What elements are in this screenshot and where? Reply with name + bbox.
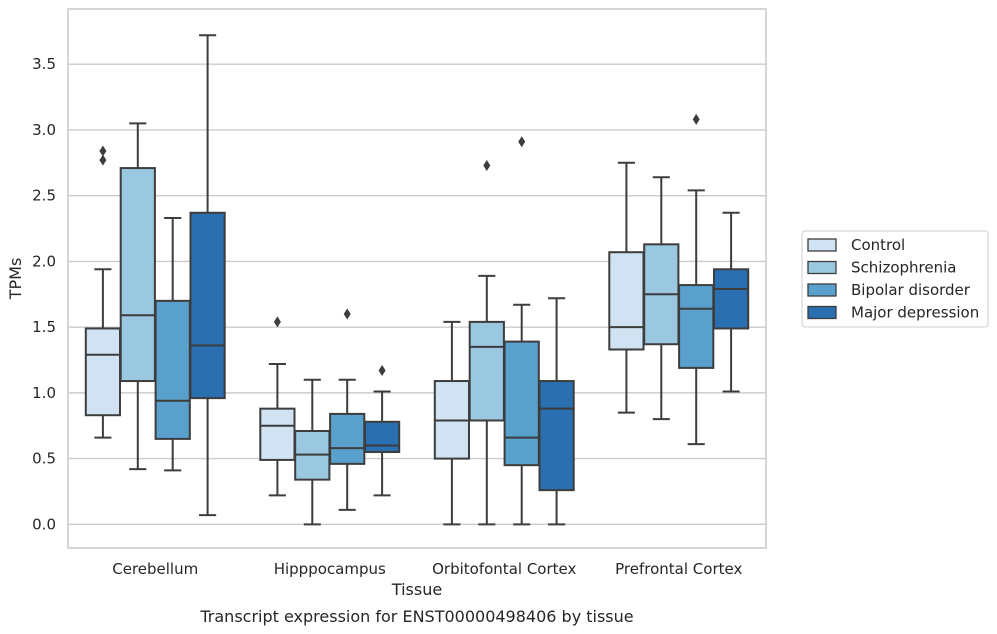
box-schizophrenia [468,159,505,526]
x-tick-label: Hipppocampus [274,560,386,578]
iqr-box [259,407,296,461]
outlier-point [378,365,386,377]
box-schizophrenia [119,122,156,471]
iqr-box [468,320,505,422]
outlier-point [99,154,107,166]
y-tick-label: 0.5 [32,450,56,468]
outlier-point [273,316,281,328]
outlier-point [518,136,526,148]
legend-label: Schizophrenia [851,259,956,277]
legend-swatch [807,260,837,275]
box-control [259,316,296,497]
y-tick-label: 2.0 [32,252,56,270]
iqr-box [678,284,715,369]
box-control [608,161,645,414]
box-major-depression [538,297,575,526]
box-bipolar-disorder [678,113,715,446]
y-tick-label: 3.5 [32,55,56,73]
box-control [84,145,122,439]
legend-label: Control [851,236,905,254]
box-bipolar-disorder [154,217,191,472]
outlier-point [343,308,351,320]
outlier-point [692,113,700,125]
box-plot-boxes [84,34,750,526]
legend-frame [801,230,989,328]
box-major-depression [189,34,226,517]
plot-frame [67,8,767,549]
iqr-box [189,211,226,400]
box-major-depression [363,365,401,497]
box-control [433,320,471,526]
y-tick-labels: 0.0 0.5 1.0 1.5 2.0 2.5 3.0 3.5 [32,55,56,533]
box-schizophrenia [294,378,331,526]
legend-label: Major depression [851,304,979,322]
chart-caption: Transcript expression for ENST0000049840… [199,607,633,626]
box-bipolar-disorder [503,136,540,526]
x-tick-label: Prefrontal Cortex [615,560,742,578]
legend: Control Schizophrenia Bipolar disorder Majo… [801,230,989,328]
outlier-point [99,145,107,157]
x-tick-label: Cerebellum [112,560,198,578]
box-major-depression [712,211,750,393]
y-tick-label: 1.5 [32,318,56,336]
y-tick-label: 0.0 [32,515,56,533]
iqr-box [608,251,645,351]
iqr-box [712,268,750,330]
iqr-box [329,412,366,465]
box-bipolar-disorder [329,308,366,511]
x-tick-label: Orbitofontal Cortex [432,560,576,578]
legend-swatch [807,238,837,252]
x-axis-title: Tissue [391,580,442,599]
y-tick-label: 2.5 [32,187,56,205]
x-tick-labels: Cerebellum Hipppocampus Orbitofontal Corte… [112,560,742,578]
y-tick-label: 3.0 [32,121,56,139]
legend-swatch [807,305,837,320]
iqr-box [119,167,156,383]
iqr-box [538,380,575,492]
y-axis-title: TPMs [6,258,25,301]
iqr-box [503,340,540,467]
legend-label: Bipolar disorder [851,281,971,299]
legend-swatch [807,283,837,297]
box-schizophrenia [643,176,680,421]
outlier-point [483,159,491,171]
iqr-box [363,420,401,454]
iqr-box [154,299,191,440]
iqr-box [84,327,122,417]
y-tick-label: 1.0 [32,384,56,402]
